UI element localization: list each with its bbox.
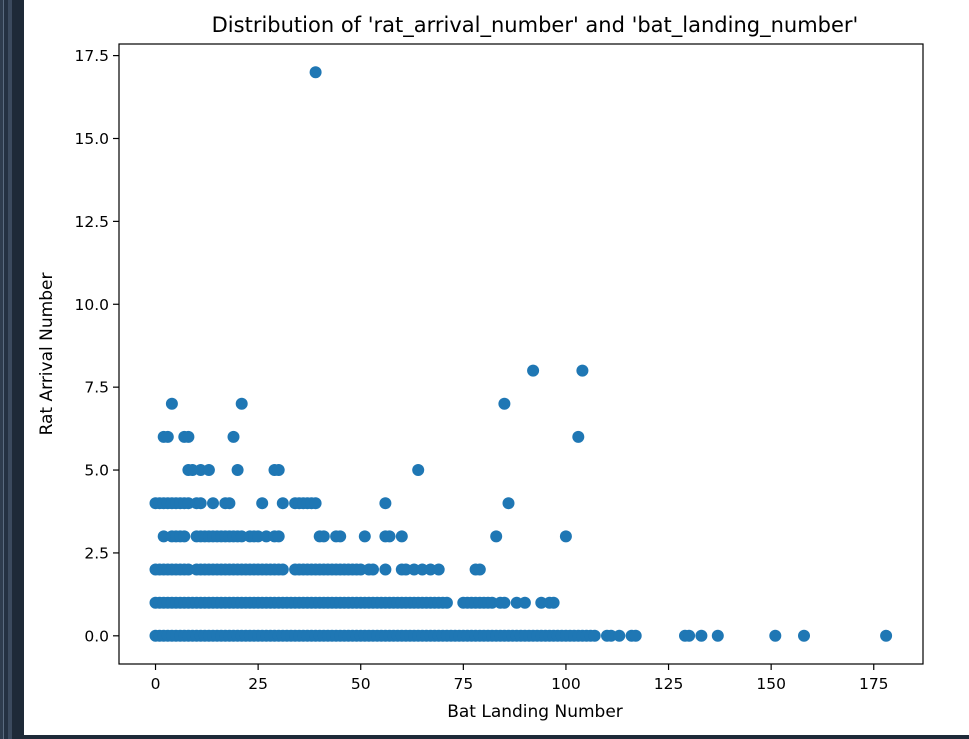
data-point <box>178 530 191 543</box>
data-point <box>235 397 248 410</box>
x-tick-label: 150 <box>756 675 786 693</box>
data-point <box>432 563 445 576</box>
data-point <box>227 430 240 443</box>
data-points <box>149 66 893 642</box>
x-tick-label: 175 <box>859 675 889 693</box>
y-tick-label: 17.5 <box>74 47 109 65</box>
x-tick-label: 50 <box>351 675 371 693</box>
x-axis-ticks: 0 25 50 75 100 125 150 175 <box>151 664 889 693</box>
data-point <box>186 464 199 476</box>
data-point <box>272 530 285 543</box>
data-point <box>559 530 572 543</box>
data-point <box>547 596 560 609</box>
plot-area-frame <box>118 43 924 665</box>
data-point <box>395 530 408 543</box>
data-point <box>354 563 367 576</box>
data-point <box>194 464 207 476</box>
data-point <box>309 497 322 510</box>
data-point <box>486 596 499 609</box>
data-point <box>416 563 429 576</box>
data-point <box>527 364 540 377</box>
data-point <box>182 430 195 443</box>
data-point <box>165 397 178 410</box>
data-point <box>576 364 589 377</box>
data-point <box>379 563 392 576</box>
data-point <box>383 530 396 543</box>
x-tick-label: 25 <box>248 675 268 693</box>
y-tick-label: 0.0 <box>84 627 109 645</box>
data-point <box>194 497 207 510</box>
data-point <box>408 563 421 576</box>
data-point <box>605 629 618 642</box>
y-axis-ticks: 0.0 2.5 5.0 7.5 10.0 12.5 15.0 17.5 <box>74 47 119 645</box>
window-frame-strip <box>0 0 12 739</box>
y-axis-label: Rat Arrival Number <box>37 273 57 436</box>
data-point <box>252 530 265 543</box>
data-point <box>473 563 486 576</box>
data-point <box>231 464 244 476</box>
data-point <box>367 563 379 576</box>
data-point <box>440 596 453 609</box>
chart-title: Distribution of 'rat_arrival_number' and… <box>212 13 859 38</box>
data-point <box>235 530 248 543</box>
data-point <box>272 464 285 476</box>
data-point <box>695 629 708 642</box>
data-point <box>518 596 531 609</box>
data-point <box>588 629 601 642</box>
y-tick-label: 5.0 <box>84 462 109 480</box>
data-point <box>182 563 195 576</box>
x-tick-label: 125 <box>654 675 684 693</box>
data-point <box>880 629 893 642</box>
data-point <box>276 563 289 576</box>
data-point <box>683 629 696 642</box>
data-point <box>309 66 322 79</box>
data-point <box>157 530 170 543</box>
window-frame-bottom <box>24 735 969 739</box>
data-point <box>424 563 437 576</box>
data-point <box>207 497 219 510</box>
data-point <box>629 629 642 642</box>
data-point <box>334 530 347 543</box>
data-point <box>317 530 330 543</box>
data-point <box>510 596 523 609</box>
y-tick-label: 2.5 <box>84 544 109 562</box>
data-point <box>412 464 425 476</box>
data-point <box>161 430 174 443</box>
data-point <box>260 530 273 543</box>
y-tick-label: 7.5 <box>84 379 109 397</box>
data-point <box>399 563 412 576</box>
data-point <box>502 497 515 510</box>
x-tick-label: 0 <box>151 675 161 693</box>
data-point <box>711 629 724 642</box>
data-point <box>256 497 269 510</box>
data-point <box>223 497 236 510</box>
y-tick-label: 12.5 <box>74 213 109 231</box>
data-point <box>613 629 626 642</box>
scatter-chart: Distribution of 'rat_arrival_number' and… <box>37 13 924 722</box>
data-point <box>498 596 511 609</box>
data-point <box>498 397 511 410</box>
x-axis-label: Bat Landing Number <box>447 702 623 722</box>
y-tick-label: 10.0 <box>74 296 109 314</box>
data-point <box>572 430 585 443</box>
data-point <box>276 497 289 510</box>
data-point <box>535 596 548 609</box>
chart-figure: Distribution of 'rat_arrival_number' and… <box>24 0 969 735</box>
data-point <box>379 497 392 510</box>
data-point <box>202 464 215 476</box>
data-point <box>358 530 371 543</box>
data-point <box>490 530 503 543</box>
x-tick-label: 100 <box>551 675 581 693</box>
data-point <box>182 497 195 510</box>
x-tick-label: 75 <box>453 675 473 693</box>
data-point <box>769 629 782 642</box>
data-point <box>798 629 810 642</box>
y-tick-label: 15.0 <box>74 130 109 148</box>
